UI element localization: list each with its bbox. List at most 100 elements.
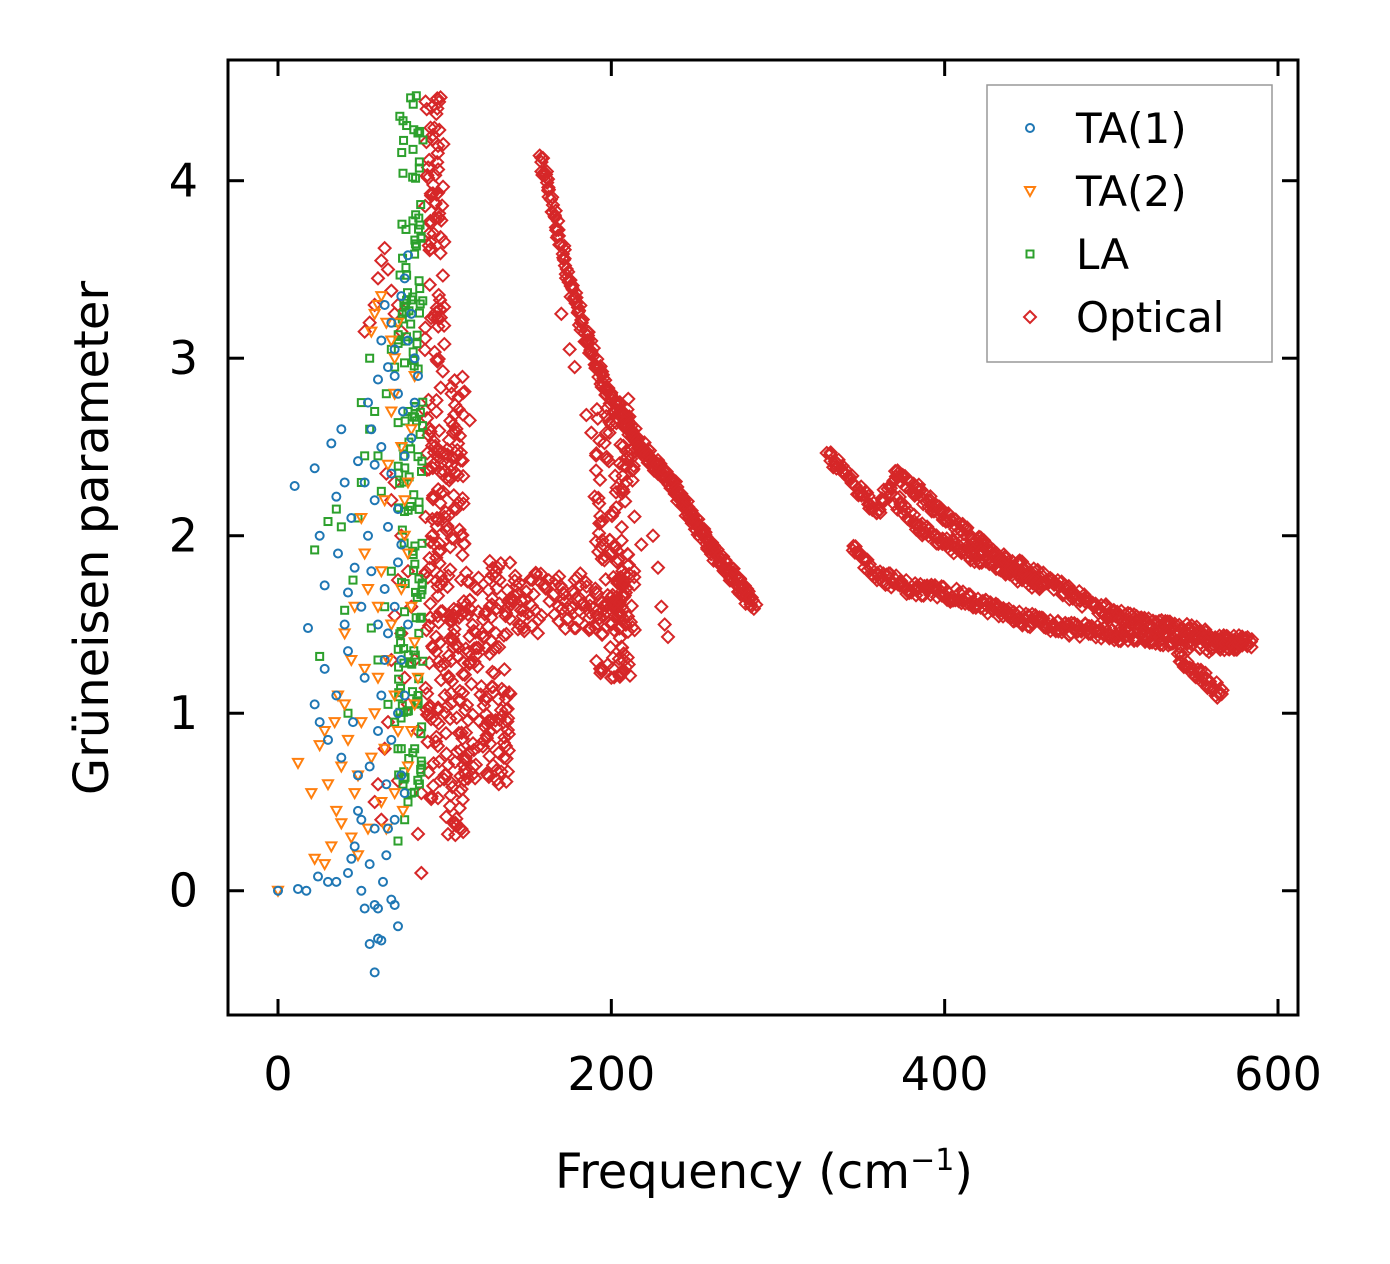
band-point <box>408 144 418 154</box>
data-point <box>390 717 400 727</box>
data-point <box>410 744 420 754</box>
band-point <box>408 546 418 556</box>
data-point <box>347 788 362 801</box>
band-point <box>439 518 455 534</box>
data-point <box>289 481 300 492</box>
data-point <box>359 672 370 683</box>
curve-point <box>1215 682 1230 698</box>
band-point <box>467 580 483 596</box>
curve-point <box>1180 635 1196 651</box>
curve-point <box>731 579 747 595</box>
data-point <box>303 623 313 634</box>
data-point <box>351 850 365 863</box>
data-point <box>378 466 394 482</box>
band-point <box>500 722 516 738</box>
band-point <box>455 547 470 563</box>
band-point <box>418 656 428 666</box>
data-point <box>383 362 393 373</box>
band-point <box>428 404 444 420</box>
curve-point <box>538 167 554 182</box>
data-point <box>378 876 388 887</box>
band-point <box>442 711 458 727</box>
band-point <box>609 480 625 496</box>
band-point <box>626 569 642 585</box>
data-point <box>373 253 389 268</box>
curve-point <box>572 298 588 313</box>
curve-point <box>555 246 571 262</box>
data-point <box>406 433 417 444</box>
data-point <box>413 690 423 700</box>
band-point <box>455 468 471 484</box>
band-point <box>428 629 444 645</box>
data-point <box>371 601 385 614</box>
data-point <box>349 841 360 852</box>
band-point <box>614 533 629 549</box>
band-point <box>425 185 441 201</box>
data-point <box>650 560 666 576</box>
band-point <box>616 663 632 679</box>
band-point <box>393 418 403 428</box>
data-point <box>364 761 375 772</box>
band-point <box>618 659 634 675</box>
band-point <box>418 564 434 580</box>
data-point <box>377 743 392 756</box>
data-point <box>383 521 393 532</box>
band-point <box>435 268 451 283</box>
data-point <box>379 583 390 594</box>
band-point <box>592 472 608 488</box>
band-point <box>418 94 433 110</box>
band-point <box>513 602 529 618</box>
band-point <box>422 550 437 566</box>
series-la <box>310 91 428 846</box>
band-point <box>599 449 614 465</box>
x-axis-label: Frequency (cm−1) <box>555 1143 973 1200</box>
data-point <box>313 871 323 882</box>
band-point <box>399 644 409 654</box>
band-point <box>489 581 505 596</box>
band-point <box>405 501 415 511</box>
band-point <box>465 617 481 633</box>
band-point <box>418 509 433 525</box>
band-point <box>411 210 421 220</box>
data-point <box>366 424 377 435</box>
band-point <box>460 745 476 761</box>
data-point <box>356 885 367 896</box>
curve-point <box>831 452 846 468</box>
curve-point <box>613 403 629 419</box>
data-point <box>343 867 353 878</box>
data-point <box>595 537 611 553</box>
data-point <box>331 504 341 514</box>
band-point <box>615 574 631 589</box>
band-point <box>420 734 436 750</box>
data-point <box>381 850 392 861</box>
data-point <box>357 324 373 340</box>
band-point <box>572 591 588 607</box>
band-point <box>447 373 463 388</box>
data-point <box>393 708 403 719</box>
curve-point <box>676 496 692 512</box>
band-point <box>426 536 442 552</box>
band-point <box>464 676 479 692</box>
band-point <box>412 339 422 349</box>
curve-point <box>911 477 927 493</box>
band-point <box>412 330 422 340</box>
band-point <box>414 504 424 514</box>
band-point <box>413 128 423 138</box>
data-point <box>400 563 416 579</box>
band-point <box>397 525 407 535</box>
band-point <box>590 490 606 506</box>
band-point <box>439 441 455 457</box>
band-point <box>507 568 523 584</box>
band-point <box>438 809 454 825</box>
data-point <box>383 492 399 508</box>
curve-point <box>922 489 938 504</box>
data-point <box>365 353 375 363</box>
band-point <box>400 463 410 473</box>
band-point <box>605 569 621 585</box>
band-point <box>432 555 447 571</box>
data-point <box>346 512 357 523</box>
data-point <box>393 921 403 932</box>
band-point <box>407 659 417 669</box>
band-point <box>400 607 410 617</box>
curve-point <box>1050 572 1066 588</box>
